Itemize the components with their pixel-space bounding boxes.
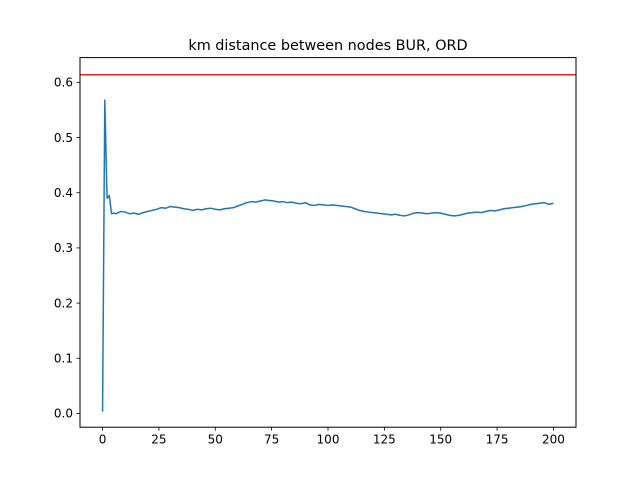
x-tick-label: 150 (429, 433, 452, 447)
x-tick-label: 100 (317, 433, 340, 447)
y-tick-label: 0.1 (54, 352, 73, 366)
chart-title: km distance between nodes BUR, ORD (188, 38, 467, 54)
x-tick-label: 25 (151, 433, 166, 447)
y-tick-label: 0.2 (54, 296, 73, 310)
y-tick-label: 0.3 (54, 241, 73, 255)
axes: 0 25 50 75 100 125 150 175 200 0.0 0.1 0.2 0.3 0.4 0.5… (54, 76, 565, 447)
x-tick-label: 50 (208, 433, 223, 447)
series-line (101, 99, 554, 412)
y-tick-label: 0.6 (54, 76, 73, 90)
x-tick-label: 175 (486, 433, 509, 447)
plot-frame (79, 57, 577, 428)
series-layer (80, 73, 576, 412)
y-tick-label: 0.0 (54, 407, 73, 421)
x-tick-label: 0 (99, 433, 107, 447)
x-tick-label: 125 (373, 433, 396, 447)
y-tick-label: 0.4 (54, 186, 73, 200)
y-tick-label: 0.5 (54, 131, 73, 145)
x-tick-label: 75 (264, 433, 279, 447)
x-tick-label: 200 (542, 433, 565, 447)
